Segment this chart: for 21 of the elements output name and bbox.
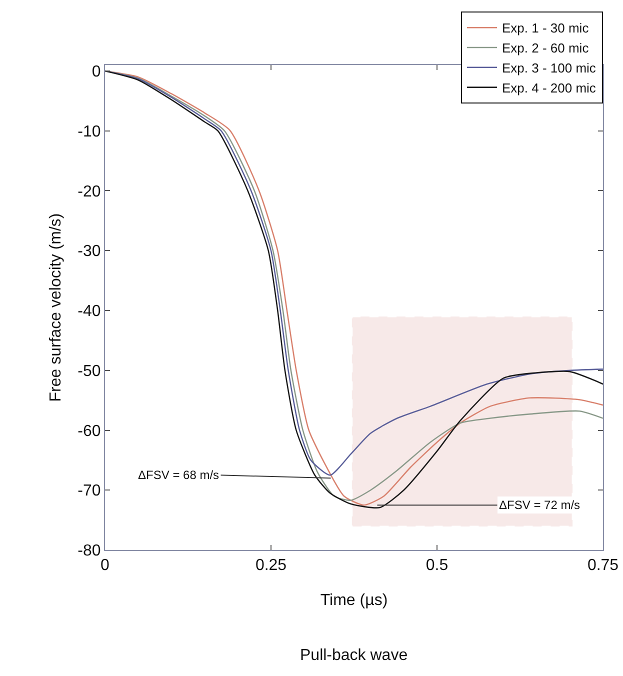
y-tick-label: -10	[78, 123, 101, 140]
y-tick-label: -80	[78, 542, 101, 560]
y-tick-label: -20	[78, 183, 101, 200]
y-tick-label: -30	[78, 243, 101, 260]
legend-label: Exp. 2 - 60 mic	[502, 40, 590, 56]
text: Pull-back wave	[300, 647, 408, 664]
y-tick-label: 0	[92, 64, 101, 81]
legend-label: Exp. 3 - 100 mic	[502, 60, 596, 76]
x-tick-label: 0.25	[255, 557, 287, 574]
x-tick-label: 0.5	[426, 557, 448, 574]
x-tick-label: 0.75	[587, 557, 619, 574]
y-axis-title: Free surface velocity (m/s)	[48, 213, 65, 402]
y-tick-label: -70	[78, 482, 101, 500]
legend-label: Exp. 4 - 200 mic	[502, 80, 596, 96]
y-tick-label: -60	[78, 422, 101, 440]
annotation: ΔFSV = 68 m/s	[138, 468, 220, 482]
y-tick-label: -50	[78, 362, 101, 380]
legend-label: Exp. 1 - 30 mic	[502, 20, 590, 36]
x-axis-title: Time (µs)	[320, 592, 388, 609]
y-tick-label: -40	[78, 303, 101, 320]
annotation: ΔFSV = 72 m/s	[499, 498, 580, 512]
